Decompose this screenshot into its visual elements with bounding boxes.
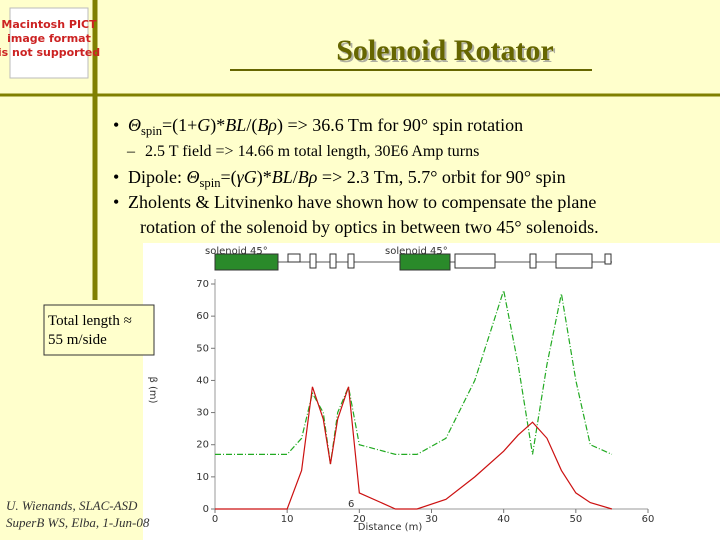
series-line bbox=[215, 386, 613, 510]
footer: U. Wienands, SLAC-ASD bbox=[6, 498, 138, 513]
text-segment: /( bbox=[246, 115, 257, 136]
text-segment: Bρ bbox=[298, 167, 318, 187]
text-segment: )* bbox=[257, 167, 272, 188]
image-placeholder bbox=[9, 7, 89, 79]
text-segment: BL bbox=[272, 167, 293, 187]
element bbox=[454, 253, 496, 269]
bullet-marker: • bbox=[113, 192, 119, 212]
plot-panel bbox=[143, 243, 720, 540]
callout-box bbox=[43, 304, 155, 356]
text-segment: spin bbox=[141, 124, 163, 138]
y-tick-label: 50 bbox=[196, 343, 209, 354]
bullet-text: Dipole: Θspin=(γG)*BL/Bρ => 2.3 Tm, 5.7°… bbox=[128, 167, 566, 190]
text-segment: Θ bbox=[128, 115, 141, 135]
x-tick-label: 60 bbox=[642, 514, 655, 525]
text-segment: rotation of the solenoid by optics in be… bbox=[140, 217, 599, 237]
x-tick-label: 20 bbox=[353, 514, 366, 525]
y-tick-label: 20 bbox=[196, 440, 209, 451]
callout-text: Total length ≈ bbox=[48, 313, 132, 329]
bullet-text: rotation of the solenoid by optics in be… bbox=[140, 217, 599, 237]
text-segment: =(1+ bbox=[162, 115, 197, 136]
x-tick-label: 10 bbox=[281, 514, 294, 525]
y-tick-label: 0 bbox=[203, 504, 209, 515]
text-segment: Dipole: bbox=[128, 167, 187, 187]
element bbox=[604, 253, 612, 265]
x-tick-label: 40 bbox=[497, 514, 510, 525]
y-tick-label: 10 bbox=[196, 472, 209, 483]
x-tick-label: 50 bbox=[569, 514, 582, 525]
footer: SuperB WS, Elba, 1-Jun-08 bbox=[6, 515, 150, 530]
text-segment: 2.5 T field => 14.66 m total length, 30E… bbox=[145, 143, 479, 160]
text-segment: Bρ bbox=[257, 115, 277, 135]
text-segment: γG bbox=[237, 167, 257, 187]
y-tick-label: 60 bbox=[196, 311, 209, 322]
lattice bbox=[214, 253, 612, 271]
text-segment: BL bbox=[225, 115, 246, 135]
solenoid bbox=[399, 253, 451, 271]
title: Solenoid Rotator bbox=[336, 34, 554, 67]
x-axis-label: Distance (m) bbox=[358, 522, 423, 533]
lattice-label: solenoid 45° bbox=[385, 246, 448, 257]
bullet-text: Θspin=(1+G)*BL/(Bρ) => 36.6 Tm for 90° s… bbox=[128, 115, 523, 138]
y-axis-label: β (m) bbox=[147, 376, 158, 403]
bullet-text: Zholents & Litvinenko have shown how to … bbox=[128, 192, 596, 212]
x-tick-label: 0 bbox=[212, 514, 218, 525]
element bbox=[287, 253, 301, 263]
placeholder-text: image format bbox=[7, 32, 91, 45]
text-segment: G bbox=[197, 115, 210, 135]
text-segment: => 2.3 Tm, 5.7° orbit for 90° spin bbox=[317, 167, 565, 187]
text-segment: Θ bbox=[187, 167, 200, 187]
y-tick-label: 40 bbox=[196, 375, 209, 386]
x-tick-label: 30 bbox=[425, 514, 438, 525]
title-shadow: Solenoid Rotator bbox=[338, 36, 556, 69]
placeholder-text: is not supported bbox=[0, 46, 100, 59]
text-segment: / bbox=[293, 167, 298, 187]
bullet-marker: • bbox=[113, 115, 119, 135]
element bbox=[529, 253, 537, 269]
y-tick-label: 70 bbox=[196, 279, 209, 290]
element bbox=[329, 253, 337, 269]
series-line bbox=[215, 290, 613, 465]
solenoid bbox=[214, 253, 279, 271]
text-segment: spin bbox=[200, 176, 222, 190]
text-segment: ) => 36.6 Tm for 90° spin rotation bbox=[277, 115, 523, 136]
element bbox=[309, 253, 317, 269]
callout-text: 55 m/side bbox=[48, 332, 107, 348]
element bbox=[555, 253, 593, 269]
text-segment: )* bbox=[210, 115, 225, 136]
text-segment: =( bbox=[221, 167, 237, 188]
y-tick-label: 30 bbox=[196, 408, 209, 419]
bullet-marker: – bbox=[126, 143, 136, 160]
placeholder-text: Macintosh PICT bbox=[1, 18, 97, 31]
bullet-marker: • bbox=[113, 167, 119, 187]
bullet-text: 2.5 T field => 14.66 m total length, 30E… bbox=[145, 143, 479, 160]
text-segment: Zholents & Litvinenko have shown how to … bbox=[128, 192, 596, 212]
lattice-label: solenoid 45° bbox=[205, 246, 268, 257]
element bbox=[347, 253, 355, 269]
plot-annotation: 6 bbox=[348, 499, 354, 510]
